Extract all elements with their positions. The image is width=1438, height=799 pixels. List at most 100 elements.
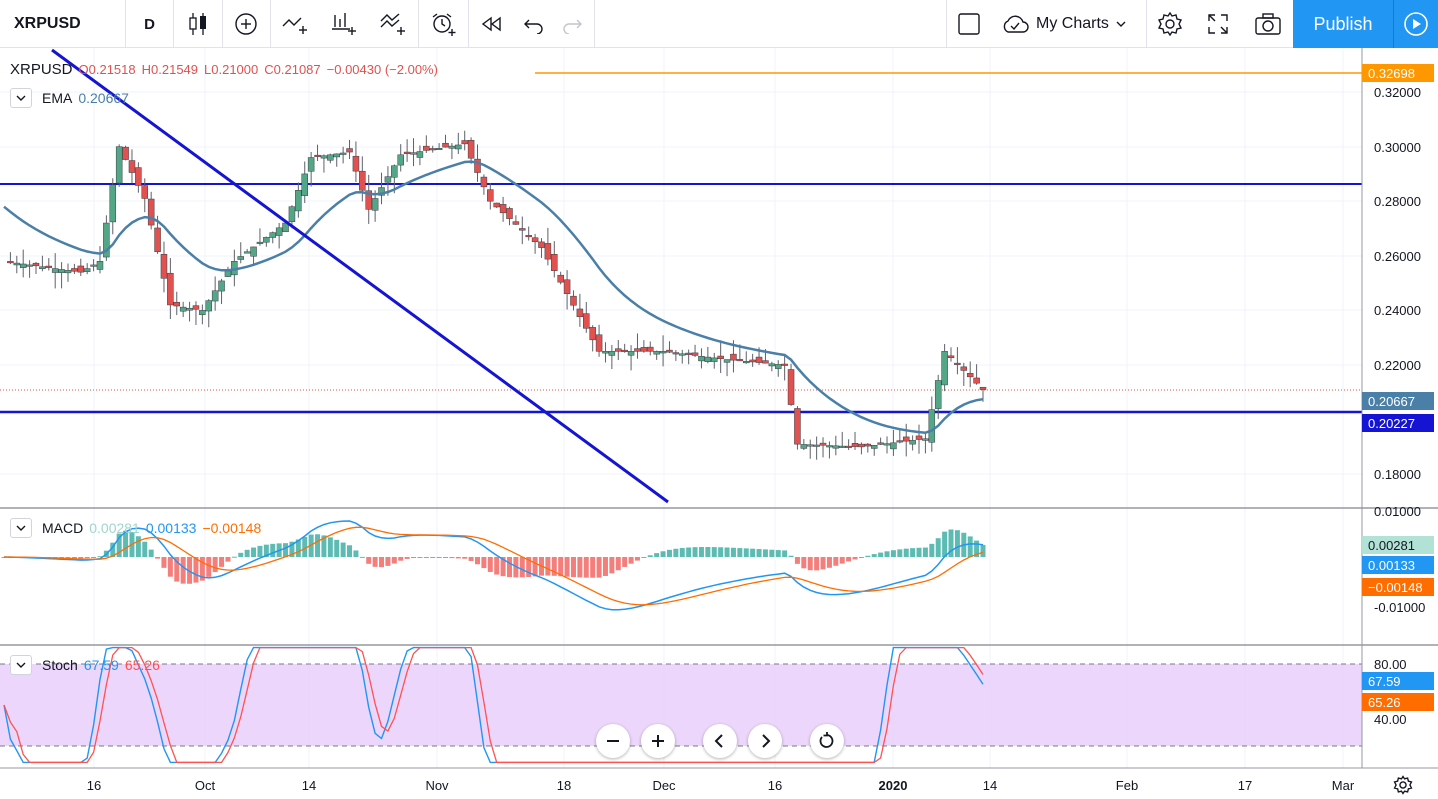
redo-button[interactable] <box>552 0 592 48</box>
compare-button[interactable] <box>223 0 269 48</box>
candle <box>243 248 251 254</box>
candle <box>653 350 660 360</box>
macd-bar <box>161 557 167 568</box>
macd-bar <box>910 548 916 557</box>
financials-button[interactable] <box>320 0 368 48</box>
macd-bar <box>263 544 269 557</box>
macd-hist-value: 0.00281 <box>89 520 140 536</box>
macd-bar <box>558 557 564 577</box>
zoom-out-button[interactable] <box>596 724 630 758</box>
strategies-button[interactable] <box>369 0 417 48</box>
chart-type-button[interactable] <box>174 0 222 48</box>
downtrend-line[interactable] <box>51 48 669 504</box>
candle <box>32 261 40 274</box>
candle <box>941 344 948 392</box>
time-axis[interactable]: 16 Oct 14 Nov 18 Dec 16 2020 14 Feb 17 Mar <box>87 778 1355 793</box>
macd-bar <box>315 534 321 557</box>
macd-bar <box>974 540 980 557</box>
zoom-in-button[interactable] <box>641 724 675 758</box>
indicators-button[interactable] <box>271 0 319 48</box>
macd-bar <box>78 557 84 559</box>
macd-bar <box>430 557 436 558</box>
candle <box>806 439 814 459</box>
macd-bar <box>289 541 295 557</box>
grid <box>0 48 1362 768</box>
candle <box>442 134 449 148</box>
my-charts-label: My Charts <box>1036 15 1109 32</box>
collapse-button[interactable] <box>10 655 32 675</box>
candle <box>122 145 129 161</box>
scroll-left-button[interactable] <box>703 724 737 758</box>
alert-button[interactable] <box>419 0 467 48</box>
candle <box>7 252 14 265</box>
candle <box>179 301 187 318</box>
candle <box>915 424 923 454</box>
macd-bar <box>948 529 954 557</box>
candle <box>403 139 411 162</box>
chevron-right-icon <box>762 734 771 748</box>
macd-bar <box>647 555 653 557</box>
symbol-label: XRPUSD <box>14 15 81 32</box>
my-charts-button[interactable]: My Charts <box>1000 0 1146 48</box>
undo-button[interactable] <box>514 0 554 48</box>
stoch-legend: Stoch 67.59 65.26 <box>10 655 160 675</box>
macd-bar <box>398 557 404 561</box>
macd-bar <box>449 557 455 559</box>
chevron-down-icon <box>16 662 26 668</box>
play-button[interactable] <box>1393 0 1438 48</box>
candle <box>666 341 673 354</box>
macd-bar <box>577 557 583 578</box>
price-tag-text: −0.00148 <box>1368 579 1423 595</box>
macd-bar <box>698 547 704 557</box>
symbol-search-button[interactable]: XRPUSD <box>0 0 126 48</box>
candle <box>742 351 750 364</box>
scroll-right-button[interactable] <box>748 724 782 758</box>
replay-button[interactable] <box>469 0 513 48</box>
macd-tag-hist: 0.00281 <box>1362 536 1434 554</box>
legend-close: C0.21087 <box>264 62 321 77</box>
macd-bar <box>794 557 800 564</box>
candle <box>519 216 526 245</box>
signal-line <box>4 526 984 606</box>
candle <box>551 241 558 278</box>
candle <box>256 228 264 246</box>
candle <box>947 347 955 362</box>
interval-button[interactable]: D <box>126 0 174 48</box>
candle <box>135 162 142 193</box>
price-tick: 0.28000 <box>1374 194 1421 209</box>
price-tag-text: 65.26 <box>1368 694 1401 710</box>
candle <box>570 290 577 311</box>
rewind-icon <box>481 16 501 32</box>
candle <box>416 145 424 166</box>
chart-canvas[interactable]: 0.32000 0.30000 0.28000 0.26000 0.24000 … <box>0 48 1438 799</box>
reset-chart-button[interactable] <box>810 724 844 758</box>
stoch-d-value: 65.26 <box>124 657 160 673</box>
price-tag-text: 67.59 <box>1368 673 1401 689</box>
candle <box>109 178 117 235</box>
macd-bar <box>545 557 551 576</box>
macd-bar <box>110 542 116 557</box>
candle <box>250 246 257 266</box>
macd-histogram <box>1 529 986 584</box>
settings-button[interactable] <box>1147 0 1193 48</box>
macd-bar <box>890 550 896 557</box>
candle <box>851 431 859 450</box>
candle <box>307 151 315 187</box>
candle <box>647 341 654 356</box>
snapshot-button[interactable] <box>1244 0 1292 48</box>
candle <box>922 432 929 454</box>
fullscreen-button[interactable] <box>1195 0 1241 48</box>
macd-bar <box>283 543 289 557</box>
candle <box>640 340 648 353</box>
macd-bar <box>219 557 225 567</box>
publish-button[interactable]: Publish <box>1293 0 1393 48</box>
candle <box>410 138 417 167</box>
macd-bar <box>666 549 672 557</box>
collapse-button[interactable] <box>10 88 32 108</box>
collapse-button[interactable] <box>10 518 32 538</box>
candle <box>96 246 104 274</box>
axis-settings-button[interactable] <box>1390 773 1416 797</box>
layout-button[interactable] <box>947 0 991 48</box>
macd-bar <box>820 557 826 570</box>
price-tag-text: 0.20667 <box>1368 393 1415 409</box>
